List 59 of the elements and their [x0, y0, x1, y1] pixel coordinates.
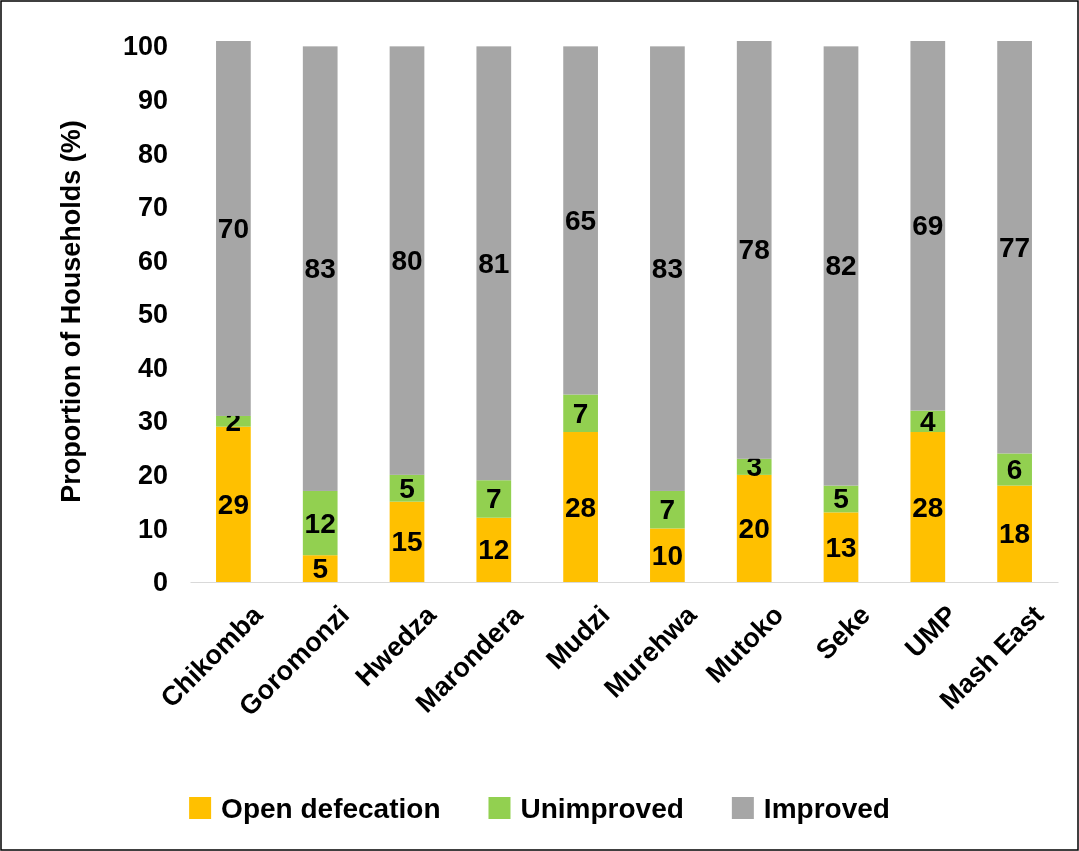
bar — [736, 474, 772, 582]
y-tick-label: 90 — [137, 85, 168, 116]
data-label: 5 — [312, 553, 328, 585]
y-tick-label: 60 — [137, 245, 168, 276]
bar — [476, 480, 512, 518]
y-tick-label: 20 — [137, 460, 168, 491]
data-label: 5 — [399, 472, 415, 504]
data-label: 13 — [825, 531, 857, 563]
data-label: 83 — [304, 253, 336, 285]
y-tick-label: 70 — [137, 192, 168, 223]
data-label: 12 — [304, 507, 336, 539]
bar — [389, 46, 425, 475]
data-label: 29 — [217, 488, 249, 520]
data-label: 65 — [565, 204, 597, 236]
data-label: 77 — [999, 231, 1031, 263]
bar — [736, 41, 772, 459]
y-tick-label: 10 — [137, 513, 168, 544]
data-label: 20 — [738, 512, 770, 544]
bar — [302, 46, 338, 491]
y-tick-label: 100 — [122, 31, 168, 62]
data-label: 3 — [746, 451, 762, 483]
data-label: 4 — [920, 405, 937, 437]
y-tick-label: 50 — [137, 299, 168, 330]
data-label: 78 — [738, 234, 770, 266]
y-tick-label: 80 — [137, 138, 168, 169]
legend-label: Improved — [763, 792, 890, 824]
legend-label: Unimproved — [520, 792, 684, 824]
bar — [823, 46, 859, 486]
data-label: 6 — [1006, 454, 1023, 486]
y-tick-label: 0 — [152, 567, 168, 598]
data-label: 7 — [486, 483, 502, 515]
legend-label: Open defecation — [221, 792, 441, 824]
data-label: 28 — [565, 491, 597, 523]
bar — [476, 46, 512, 481]
data-label: 15 — [391, 526, 423, 558]
data-label: 70 — [217, 212, 249, 244]
data-label: 28 — [912, 491, 944, 523]
data-label: 69 — [912, 210, 944, 242]
data-label: 82 — [825, 250, 857, 282]
bar — [650, 46, 685, 491]
data-label: 12 — [478, 534, 510, 566]
data-label: 7 — [659, 494, 676, 526]
bar — [997, 485, 1032, 582]
data-label: 7 — [572, 397, 589, 429]
y-axis-title: Proportion of Households (%) — [56, 120, 86, 503]
bar — [997, 41, 1032, 454]
y-tick-label: 30 — [137, 406, 168, 437]
bar — [563, 46, 598, 395]
bar — [563, 432, 598, 582]
data-label: 10 — [651, 539, 683, 571]
bar — [910, 432, 946, 582]
data-label: 5 — [833, 483, 849, 515]
data-label: 81 — [478, 247, 510, 279]
bar — [216, 41, 251, 416]
data-label: 18 — [999, 518, 1031, 550]
bar — [910, 41, 946, 411]
data-label: 80 — [391, 245, 423, 277]
y-tick-label: 40 — [137, 352, 168, 383]
data-label: 83 — [651, 253, 683, 285]
